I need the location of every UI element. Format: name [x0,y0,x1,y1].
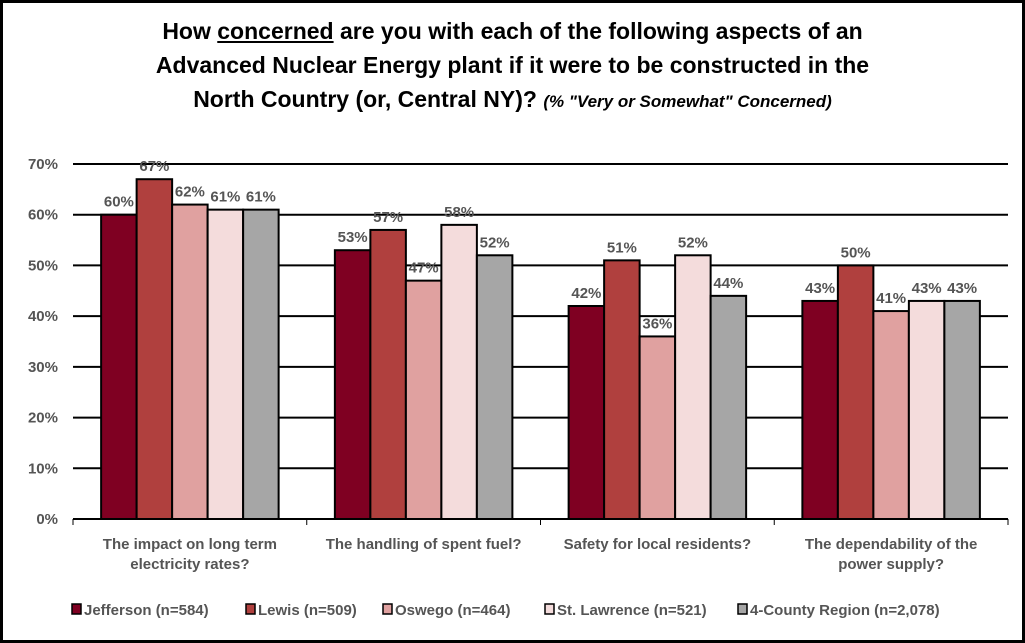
y-tick-label: 0% [36,511,58,528]
legend-label: 4-County Region (n=2,078) [750,602,940,619]
legend-swatch [737,603,748,615]
data-label: 58% [444,204,474,221]
bar [206,208,245,520]
y-tick-label: 70% [28,156,58,173]
data-label: 57% [373,209,403,226]
data-label: 43% [805,280,835,297]
bar [567,305,606,520]
data-label: 41% [876,290,906,307]
title-underlined-word: concerned [217,18,334,44]
data-label: 51% [607,239,637,256]
title-line-3: North Country (or, Central NY)? [193,86,537,112]
bar [475,254,514,521]
y-tick-label: 40% [28,308,58,325]
legend-swatch [71,603,82,615]
chart-title: How concerned are you with each of the f… [0,14,1025,119]
data-label: 52% [480,234,510,251]
title-line-2: Advanced Nuclear Energy plant if it were… [155,52,870,78]
data-label: 67% [139,158,169,175]
y-tick-label: 50% [28,257,58,274]
bar [709,294,748,520]
data-label: 53% [338,229,368,246]
data-label: 61% [246,189,276,206]
data-label: 42% [571,285,601,302]
bar [135,178,174,520]
bar [836,264,875,520]
data-label: 62% [175,184,205,201]
bar [603,259,641,520]
bar [404,279,443,520]
bar [674,254,712,521]
data-label: 47% [409,260,439,277]
y-tick-label: 30% [28,359,58,376]
bar [369,228,407,521]
category-label: electricity rates? [130,556,249,573]
legend-swatch [382,603,393,615]
bar [872,310,910,521]
data-label: 44% [713,275,743,292]
category-label: The dependability of the [805,536,978,553]
legend-label: Jefferson (n=584) [84,602,209,619]
bar [801,299,839,520]
bar [440,223,478,520]
bar [333,249,372,520]
chart-subtitle: (% "Very or Somewhat" Concerned) [543,92,832,111]
bar [907,299,946,520]
category-label: Safety for local residents? [564,536,752,553]
title-text: are you with each of the following aspec… [333,18,863,44]
legend-swatch [245,603,256,615]
data-label: 36% [642,315,672,332]
category-label: The handling of spent fuel? [326,536,522,553]
data-label: 43% [947,280,977,297]
legend-swatch [544,603,555,615]
legend-label: Oswego (n=464) [395,602,510,619]
y-tick-label: 10% [28,460,58,477]
bar [943,299,981,520]
data-label: 52% [678,234,708,251]
title-text: How [162,18,218,44]
category-label: The impact on long term [103,536,277,553]
category-label: power supply? [838,556,944,573]
bar [242,208,280,520]
data-label: 50% [841,244,871,261]
bar [100,213,138,520]
y-tick-label: 60% [28,207,58,224]
bar [638,335,677,520]
legend-label: St. Lawrence (n=521) [557,602,707,619]
bar [171,203,209,520]
data-label: 43% [912,280,942,297]
data-label: 61% [210,189,240,206]
legend-label: Lewis (n=509) [258,602,357,619]
data-label: 60% [104,194,134,211]
y-tick-label: 20% [28,410,58,427]
